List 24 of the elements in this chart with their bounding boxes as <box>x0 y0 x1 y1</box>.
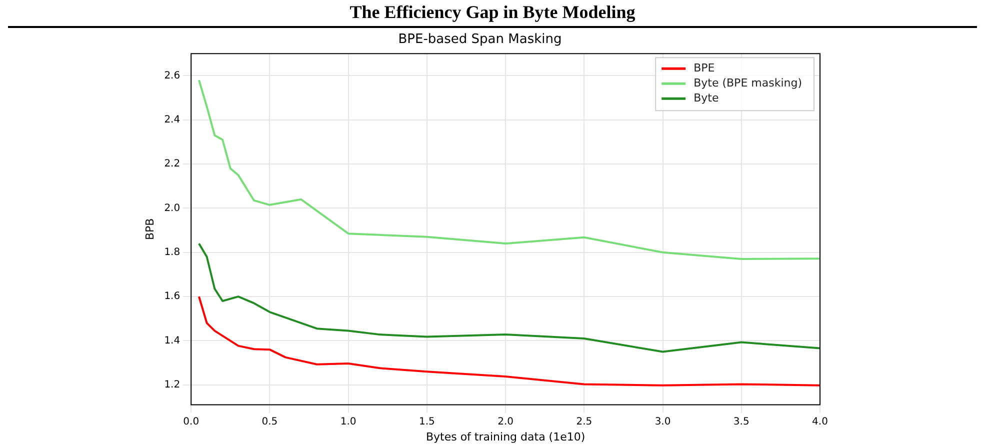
x-tick-label: 4.0 <box>812 416 828 428</box>
y-tick-label: 2.4 <box>164 114 180 126</box>
x-tick-label: 1.5 <box>418 416 435 428</box>
x-tick-label: 3.0 <box>654 416 671 428</box>
legend-label: Byte (BPE masking) <box>694 76 802 90</box>
x-tick-label: 3.5 <box>733 416 750 428</box>
x-tick-label: 0.5 <box>262 416 278 428</box>
x-tick-label: 2.0 <box>498 416 514 428</box>
x-tick-label: 0.0 <box>183 416 200 428</box>
y-tick-label: 1.8 <box>164 246 180 258</box>
y-tick-label: 2.6 <box>164 70 180 82</box>
x-axis-title: Bytes of training data (1e10) <box>426 430 586 444</box>
y-tick-label: 1.4 <box>164 335 180 346</box>
chart-subtitle: BPE-based Span Masking <box>398 32 562 48</box>
y-tick-label: 1.2 <box>164 380 180 391</box>
legend-label: Byte <box>694 91 719 104</box>
y-axis-title: BPB <box>143 218 156 240</box>
legend-label: BPE <box>694 61 715 74</box>
x-tick-label: 2.5 <box>576 416 592 428</box>
y-tick-label: 2.0 <box>164 202 180 214</box>
y-tick-label: 2.2 <box>164 158 180 170</box>
chart-title: The Efficiency Gap in Byte Modeling <box>8 0 977 28</box>
y-tick-label: 1.6 <box>164 291 180 302</box>
x-tick-label: 1.0 <box>340 416 356 428</box>
